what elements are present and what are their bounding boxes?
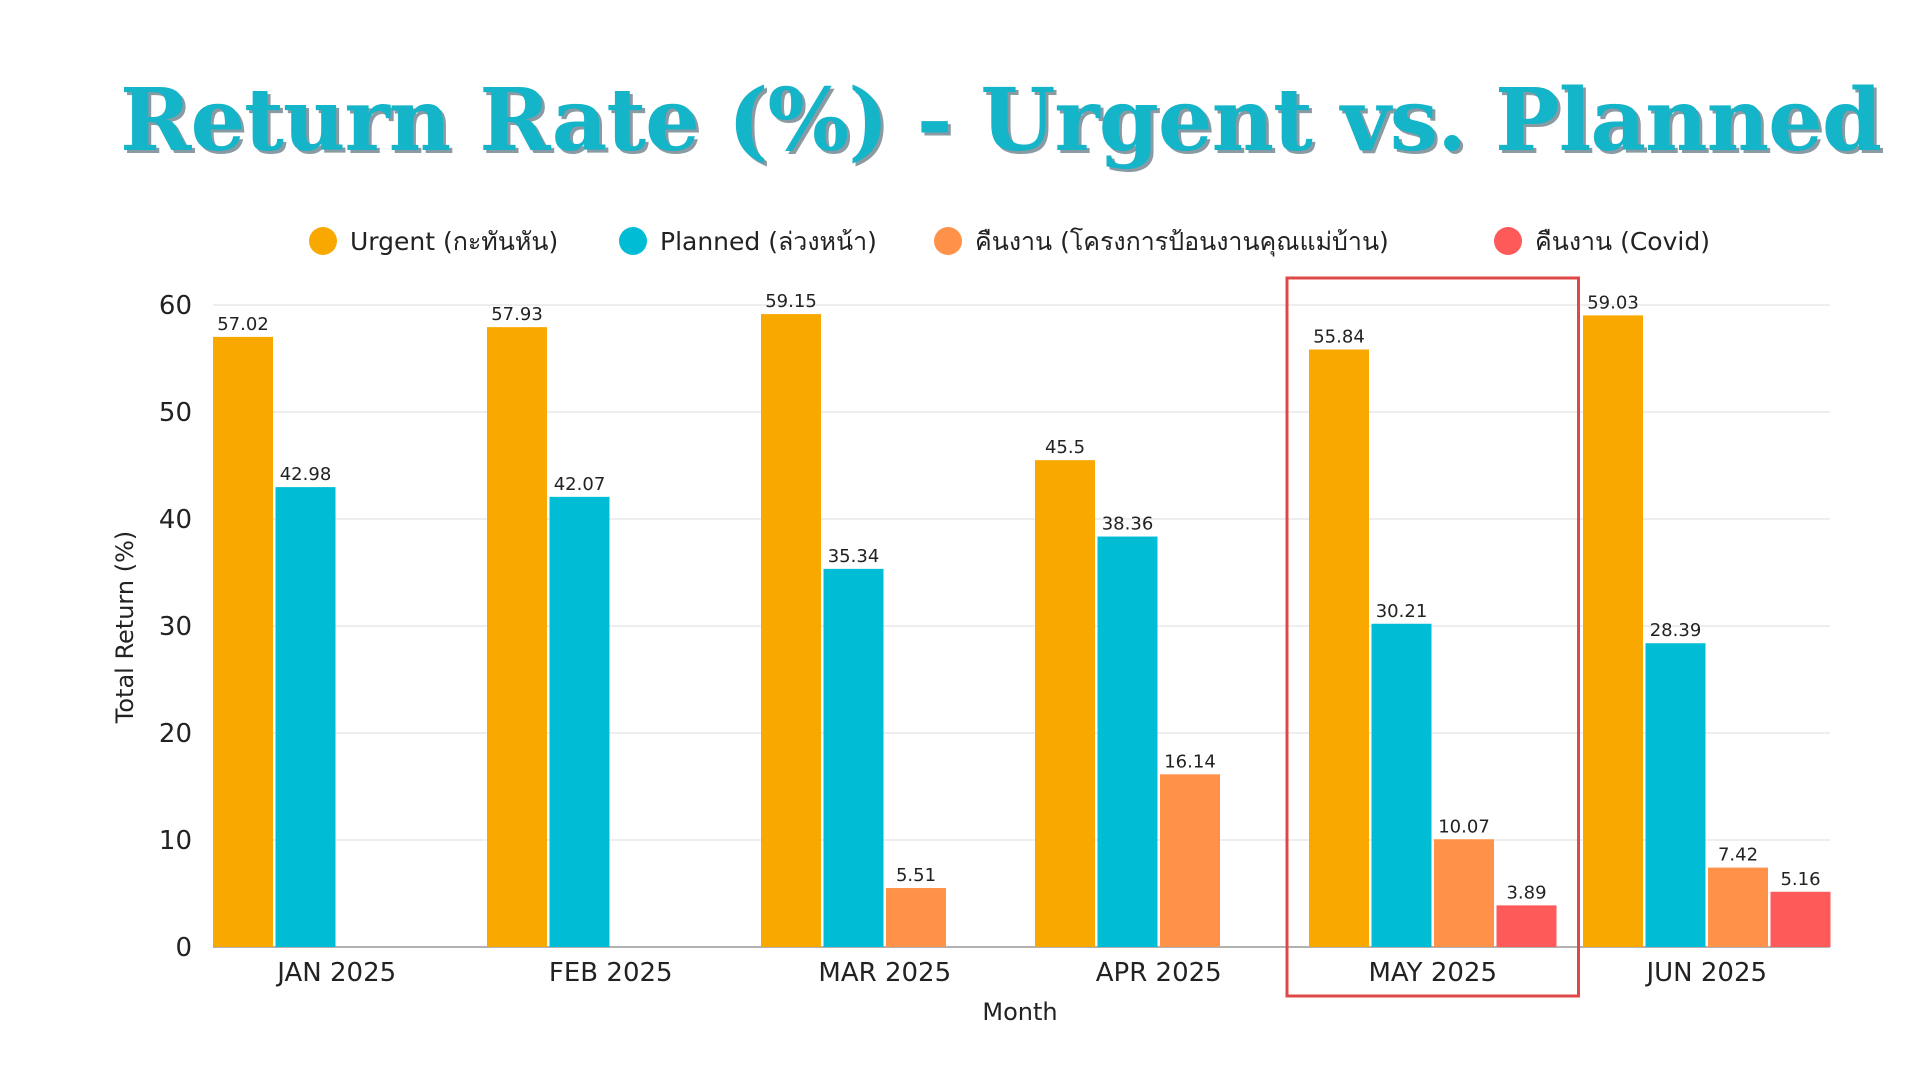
data-label: 42.07 [554,474,606,495]
data-label: 35.34 [828,546,880,567]
bar [1434,839,1494,947]
y-axis-ticks: 0 10 20 30 40 50 60 [159,291,192,963]
bar [1035,460,1095,947]
data-label: 5.16 [1780,869,1820,890]
data-label: 55.84 [1313,327,1365,348]
x-tick-label: FEB 2025 [549,958,673,988]
data-label: 5.51 [896,865,936,886]
data-label: 30.21 [1376,601,1428,622]
y-tick-label: 0 [175,933,192,963]
y-tick-label: 30 [159,612,192,642]
data-label: 3.89 [1506,882,1546,903]
legend-label: คืนงาน (Covid) [1535,227,1710,256]
bars: 57.02 42.98 57.93 42.07 59.15 35.34 5.51 45.5 38… [213,291,1831,948]
data-label: 59.03 [1587,292,1639,313]
legend-swatch [1494,227,1522,255]
legend-label: Urgent (กะทันหัน) [350,227,558,256]
bar [213,336,273,947]
x-tick-label: MAY 2025 [1368,958,1497,988]
data-label: 57.93 [491,304,543,325]
legend-label: Planned (ล่วงหน้า) [660,227,877,256]
bar [1708,867,1768,947]
bar [886,888,946,947]
data-label: 7.42 [1718,845,1758,866]
y-tick-label: 20 [159,719,192,749]
bar [1645,643,1706,947]
y-axis-title: Total Return (%) [111,531,139,724]
bar [1160,774,1220,947]
bar [1371,623,1432,947]
bar [761,314,821,948]
chart-title: Return Rate (%) - Urgent vs. Planned [120,70,1882,171]
x-tick-label: JAN 2025 [275,958,396,988]
data-label: 42.98 [280,464,332,485]
y-tick-label: 40 [159,505,192,535]
bar [487,327,547,947]
y-tick-label: 60 [159,291,192,321]
data-label: 10.07 [1438,816,1490,837]
bar [1583,315,1643,947]
data-label: 38.36 [1102,514,1154,535]
bar [275,487,336,947]
data-label: 28.39 [1650,620,1702,641]
x-tick-label: JUN 2025 [1644,958,1767,988]
data-label: 45.5 [1045,437,1085,458]
highlight-rect [1285,276,1580,998]
bar [1097,536,1158,947]
gridlines [213,304,1830,948]
y-tick-label: 50 [159,398,192,428]
x-tick-label: APR 2025 [1096,958,1222,988]
x-axis-title: Month [982,998,1057,1026]
legend: Urgent (กะทันหัน) Planned (ล่วงหน้า) คืนงา… [309,227,1710,257]
bar [1496,905,1557,947]
x-axis-ticks: JAN 2025 FEB 2025 MAR 2025 APR 2025 MAY 2025… [275,958,1767,988]
legend-swatch [309,227,337,255]
data-label: 59.15 [765,291,817,312]
y-tick-label: 10 [159,826,192,856]
highlight-box [1285,276,1580,998]
data-label: 16.14 [1164,751,1216,772]
bar [1770,891,1831,947]
bar [549,496,610,947]
legend-swatch [934,227,962,255]
data-label: 57.02 [217,314,269,335]
legend-swatch [619,227,647,255]
bar [823,568,884,947]
legend-label: คืนงาน (โครงการป้อนงานคุณแม่บ้าน) [975,227,1389,257]
x-tick-label: MAR 2025 [818,958,951,988]
bar [1309,349,1369,948]
